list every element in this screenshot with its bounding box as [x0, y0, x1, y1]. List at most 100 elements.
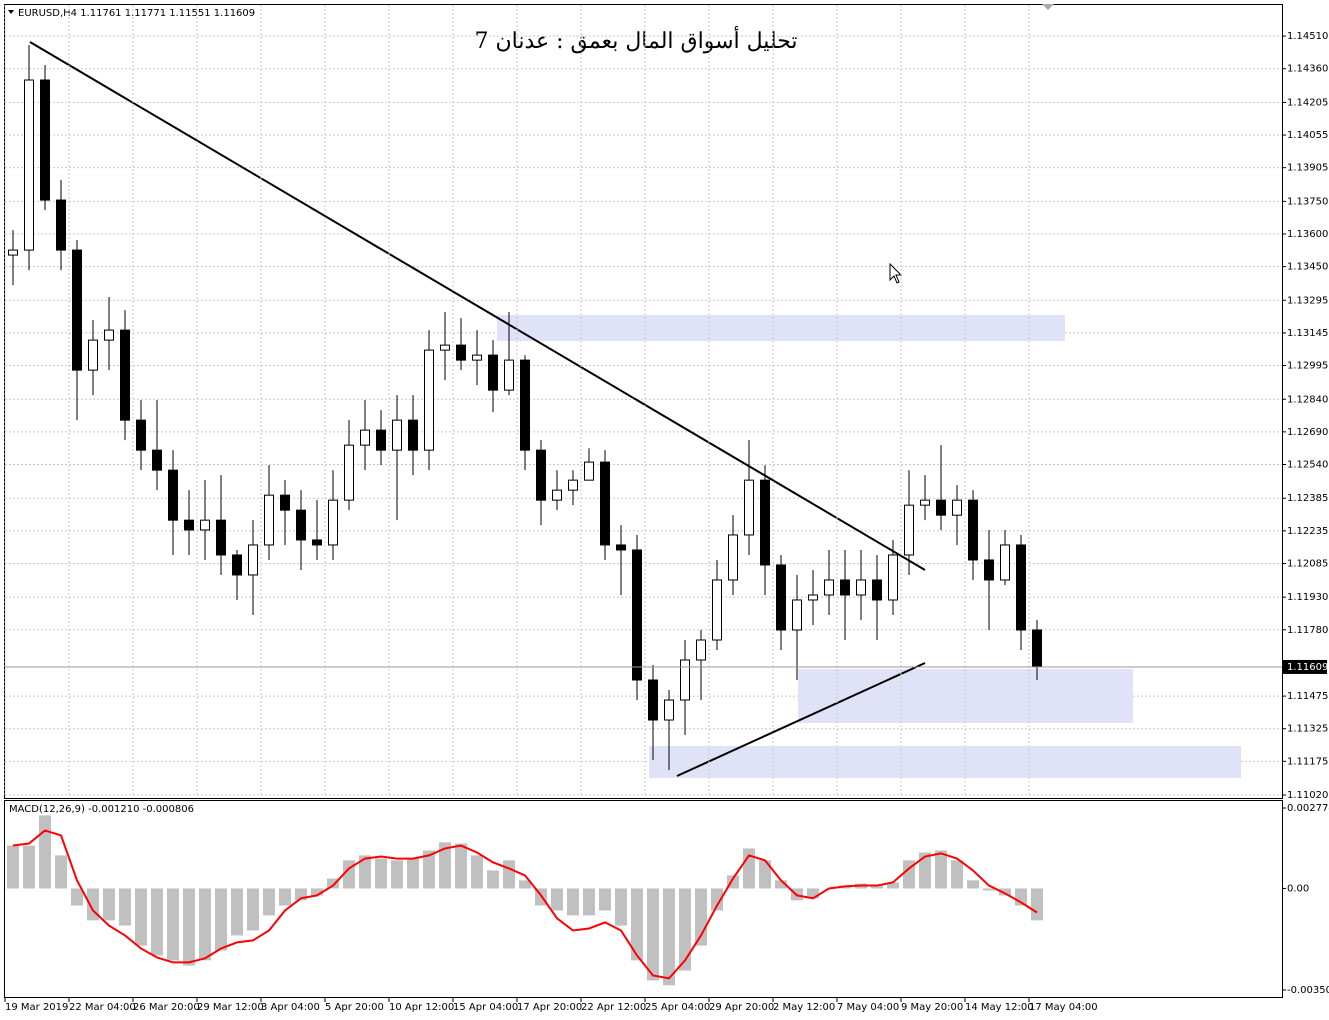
macd-histogram-bar	[999, 888, 1011, 896]
y-tick-label: 1.11780	[1287, 625, 1328, 636]
menu-arrow[interactable]	[8, 10, 14, 14]
candle-body	[408, 419, 418, 451]
macd-histogram-bar	[887, 882, 899, 889]
y-tick-label: 1.13905	[1287, 163, 1328, 174]
macd-histogram-bar	[247, 888, 259, 931]
x-tick-label: 5 Apr 20:00	[325, 1002, 384, 1013]
candle-body	[840, 579, 850, 596]
candle-body	[168, 469, 178, 521]
x-tick-label: 7 May 04:00	[837, 1002, 899, 1013]
y-tick-label: 1.14510	[1287, 31, 1328, 42]
macd-histogram-bar	[583, 888, 595, 916]
macd-histogram-bar	[391, 860, 403, 889]
y-tick-label: 1.11020	[1287, 790, 1328, 801]
macd-histogram-bar	[311, 888, 323, 896]
trend-line	[29, 41, 926, 571]
y-tick-label: 1.12540	[1287, 459, 1328, 470]
macd-histogram-bar	[871, 885, 883, 889]
candle-body	[744, 479, 754, 536]
x-tick-label: 29 Apr 20:00	[709, 1002, 774, 1013]
y-tick-label: 1.11475	[1287, 691, 1328, 702]
macd-histogram-bar	[967, 880, 979, 889]
candle-body	[552, 489, 562, 501]
candle-body	[296, 509, 306, 541]
y-tick-label: -0.003502	[1287, 985, 1329, 996]
candle-body	[984, 559, 994, 581]
candle-body	[872, 579, 882, 601]
macd-histogram-bar	[183, 888, 195, 966]
macd-histogram-bar	[471, 855, 483, 889]
candle-body	[968, 499, 978, 561]
x-tick-label: 10 Apr 12:00	[389, 1002, 454, 1013]
macd-histogram-bar	[951, 860, 963, 889]
x-tick-label: 17 Apr 20:00	[517, 1002, 582, 1013]
macd-histogram-bar	[215, 888, 227, 951]
macd-histogram-bar	[455, 843, 467, 889]
candle-body	[152, 449, 162, 471]
macd-histogram-bar	[679, 888, 691, 971]
macd-histogram-bar	[935, 850, 947, 889]
candle-body	[568, 479, 578, 491]
macd-histogram-bar	[487, 870, 499, 889]
candle-body	[248, 544, 258, 576]
candle-body	[808, 594, 818, 601]
candle-body	[200, 519, 210, 531]
candle-body	[504, 359, 514, 391]
candle-body	[680, 659, 690, 701]
x-tick-label: 14 May 12:00	[965, 1002, 1034, 1013]
x-tick-label: 22 Mar 04:00	[69, 1002, 136, 1013]
macd-histogram-bar	[23, 845, 35, 889]
y-tick-label: 1.12085	[1287, 558, 1328, 569]
candle-body	[376, 429, 386, 451]
macd-histogram-bar	[71, 888, 83, 906]
y-tick-label: 0.00	[1287, 883, 1309, 894]
macd-histogram-bar	[7, 845, 19, 889]
candle-body	[8, 249, 18, 256]
macd-histogram-bar	[551, 888, 563, 911]
signal-line	[12, 829, 1038, 980]
candle-body	[344, 444, 354, 501]
candle-body	[280, 494, 290, 511]
candle-body	[888, 554, 898, 601]
resistance-zone	[497, 315, 1065, 341]
candle-body	[472, 354, 482, 361]
x-tick-label: 29 Mar 12:00	[197, 1002, 264, 1013]
candle-body	[616, 544, 626, 551]
candle-body	[136, 419, 146, 451]
candle-body	[312, 539, 322, 546]
candle-body	[40, 79, 50, 201]
macd-histogram-bar	[359, 855, 371, 889]
macd-histogram-bar	[295, 888, 307, 901]
macd-histogram-bar	[55, 855, 67, 889]
macd-histogram-bar	[263, 888, 275, 916]
trend-line	[676, 662, 926, 777]
candle-body	[1032, 629, 1042, 668]
candle-body	[264, 494, 274, 546]
macd-panel-frame	[4, 800, 1283, 998]
candle-body	[1016, 544, 1026, 631]
candle-body	[520, 359, 530, 451]
y-tick-label: 1.13600	[1287, 229, 1328, 240]
candle-body	[792, 599, 802, 631]
macd-histogram-bar	[103, 888, 115, 921]
y-tick-label: 0.002774	[1287, 803, 1329, 814]
candle-body	[328, 499, 338, 546]
last-price-box	[1283, 659, 1327, 674]
x-tick-label: 25 Apr 04:00	[645, 1002, 710, 1013]
macd-histogram-bar	[503, 860, 515, 889]
candle-body	[648, 679, 658, 721]
macd-histogram-bar	[647, 888, 659, 981]
macd-histogram-bar	[119, 888, 131, 926]
y-tick-label: 1.13145	[1287, 328, 1328, 339]
symbol-header: EURUSD,H4 1.11761 1.11771 1.11551 1.1160…	[18, 8, 255, 19]
candle-body	[712, 579, 722, 641]
y-tick-label: 1.12995	[1287, 361, 1328, 372]
candle-body	[232, 554, 242, 576]
macd-histogram-bar	[615, 888, 627, 926]
candle-body	[360, 429, 370, 446]
x-tick-label: 22 Apr 12:00	[581, 1002, 646, 1013]
candle-body	[488, 354, 498, 391]
y-tick-label: 1.12385	[1287, 493, 1328, 504]
